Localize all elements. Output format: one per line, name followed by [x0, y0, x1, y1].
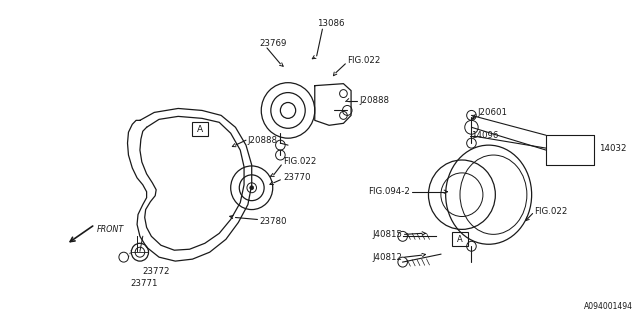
Text: 23769: 23769: [259, 38, 287, 48]
Text: 23771: 23771: [131, 279, 158, 288]
Text: A: A: [457, 235, 463, 244]
Circle shape: [250, 186, 253, 190]
Text: 14032: 14032: [598, 144, 626, 153]
Text: 13086: 13086: [317, 19, 344, 28]
Text: J20888: J20888: [360, 96, 390, 105]
Text: 14096: 14096: [472, 131, 499, 140]
Text: J20601: J20601: [477, 108, 507, 117]
Text: FIG.094-2: FIG.094-2: [369, 187, 410, 196]
Text: FIG.022: FIG.022: [534, 207, 568, 216]
Text: J40815: J40815: [372, 230, 403, 239]
Text: FIG.022: FIG.022: [348, 56, 381, 65]
Text: 23772: 23772: [143, 267, 170, 276]
Text: J20888: J20888: [248, 136, 278, 145]
Text: J40812: J40812: [372, 253, 403, 262]
Text: A094001494: A094001494: [584, 302, 633, 311]
Text: 23770: 23770: [284, 173, 311, 182]
Text: 23780: 23780: [259, 217, 287, 226]
Text: A: A: [197, 125, 203, 134]
Text: FRONT: FRONT: [97, 225, 124, 234]
Text: FIG.022: FIG.022: [284, 157, 317, 166]
